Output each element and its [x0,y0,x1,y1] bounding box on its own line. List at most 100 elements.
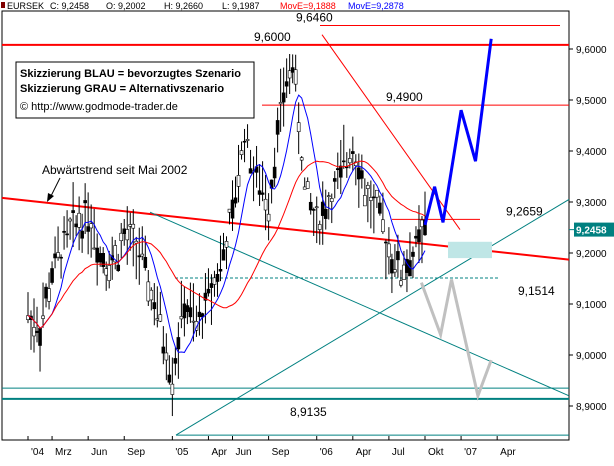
candle-body [420,219,424,228]
annotation-arrowhead [47,193,54,202]
candle-body [125,229,130,241]
candle-body [44,286,48,299]
candle-body [378,202,382,214]
candle-body [71,210,75,213]
legend-box: Skizzierung BLAU = bevorzugtes Szenario … [15,61,255,119]
level-label: 8,9135 [290,405,327,419]
candle-body [218,268,223,272]
candle-body [35,330,39,333]
candle-body [83,200,87,204]
candle-body [161,346,166,354]
candle-body [113,245,118,263]
candle-body [182,303,187,319]
candle-body [53,253,57,259]
level-label: 9,4900 [386,90,423,104]
x-tick-label: Sep [272,447,290,458]
target-zone [448,241,492,259]
candle-body [140,253,145,257]
header-high: H: 9,2660 [164,1,203,11]
header-low: L: 9,1987 [222,1,260,11]
candle-body [221,249,226,261]
scenario-blue-path [423,38,493,226]
x-tick-label: '07 [464,447,477,458]
candle-body [414,235,418,239]
candle-body [236,175,241,187]
y-tick-label: 9,3000 [576,198,607,209]
candle-body [335,168,340,171]
y-tick-label: 8,9000 [576,402,607,413]
candle-body [59,256,63,259]
candle-body [308,201,313,211]
y-tick-label: 9,1000 [576,300,607,311]
candle-body [41,315,45,319]
candle-body [323,209,328,219]
y-tick-label: 9,6000 [576,45,607,56]
x-axis: '04 Mrz Jun Sep '05 Apr Jun Sep '06 Apr Jul Okt '07 A… [27,436,516,458]
candle-body [122,228,127,234]
candle-body [179,316,184,320]
moving-average-long [27,160,426,329]
x-tick-label: Jun [236,447,252,458]
candle-body [170,383,175,395]
candle-body [68,218,72,222]
candle-body [275,120,280,135]
candle-body [95,247,99,263]
y-tick-label: 9,0000 [576,351,607,362]
candle-body [98,253,102,263]
candle-body [74,223,78,228]
candle-body [65,233,69,236]
legend-frame [15,61,255,119]
candle-body [128,224,133,227]
moving-averages [27,94,426,353]
candle-body [344,166,349,169]
candle-body [390,259,394,274]
candle-body [360,170,364,179]
header-symbol: EURSEK [7,1,44,11]
header-bar: EURSEK C: 9,2458 O: 9,2002 H: 9,2660 L: … [1,1,404,11]
candle-body [351,151,355,154]
candle-body [320,201,325,216]
candle-body [293,69,298,85]
candle-body [332,178,337,182]
candle-body [62,230,66,233]
y-axis: 9,6000 9,5000 9,4000 9,3000 9,2000 9,1000 9,00… [569,45,607,413]
candle-body [107,265,112,281]
header-ma-long: MovE=9,2878 [348,1,404,11]
header-icon [1,2,5,8]
candle-body [381,219,385,233]
candle-body [146,281,151,302]
candle-body [104,268,108,276]
x-tick-label: Apr [356,447,372,458]
candle-body [399,280,403,286]
level-label: 9,2659 [506,204,543,218]
x-tick-label: '04 [31,447,44,458]
candle-body [155,318,160,321]
candle-body [338,165,343,178]
candle-body [56,252,60,258]
y-tick-label: 9,2000 [576,249,607,260]
candle-body [348,158,352,164]
uptrend-line [175,199,570,436]
candle-body [80,230,84,239]
candle-body [281,92,286,103]
header-open: O: 9,2002 [106,1,146,11]
level-label: 9,1514 [518,284,555,298]
x-tick-label: '05 [175,447,188,458]
candle-body [245,139,250,141]
x-tick-label: Jul [392,447,405,458]
candle-body [357,167,361,180]
candle-body [188,307,193,318]
candle-body [326,195,331,197]
candle-body [341,160,346,163]
candle-body [311,209,316,211]
candle-body [101,253,105,267]
level-label: 9,6000 [254,30,291,44]
candle-body [290,67,295,73]
annotation-arrow [49,177,61,199]
moving-average-short [27,94,426,353]
candle-body [203,292,208,301]
candle-body [396,251,400,261]
scenario-sketches [419,38,493,402]
header-close: C: 9,2458 [50,1,89,11]
